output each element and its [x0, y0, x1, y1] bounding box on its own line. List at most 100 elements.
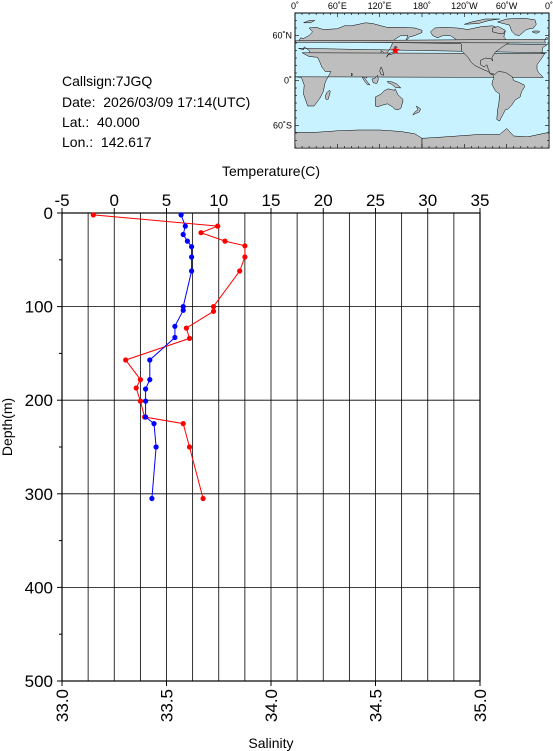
longitude-text: Lon.: 142.617: [62, 134, 152, 150]
temperature-point: [215, 223, 221, 229]
temperature-point: [133, 385, 139, 391]
land-sumatra: [361, 76, 371, 86]
land-svalbard: [303, 20, 315, 24]
salinity-point: [184, 238, 190, 244]
salinity-tick-label: 35.0: [471, 689, 490, 722]
land-madagascar: [325, 89, 331, 100]
land-south-america: [491, 71, 525, 122]
temperature-tick-label: 20: [314, 191, 333, 210]
depth-tick-label: 0: [44, 204, 53, 223]
depth-axis-label: Depth(m): [0, 398, 15, 456]
temperature-tick-label: -5: [54, 191, 69, 210]
temperature-point: [242, 254, 248, 260]
temperature-point: [137, 398, 143, 404]
salinity-point: [180, 307, 186, 313]
land-borneo: [371, 74, 379, 84]
salinity-tick-label: 33.5: [158, 689, 177, 722]
temperature-point: [198, 230, 204, 236]
salinity-point: [151, 421, 157, 427]
world-map: 0˚ 60˚E 120˚E 180˚ 120˚W 60˚W 0˚ 60˚N 0˚ 60˚S: [272, 1, 553, 149]
temperature-point: [222, 238, 228, 244]
temperature-point: [137, 377, 143, 383]
callsign-text: Callsign:7JGQ: [62, 73, 153, 89]
depth-tick-label: 400: [25, 578, 53, 597]
temperature-tick-label: 25: [366, 191, 385, 210]
temperature-point: [180, 421, 186, 427]
map-top-label: 180˚: [413, 1, 431, 11]
land-baffin: [492, 26, 506, 35]
map-side-label: 60˚N: [272, 31, 292, 41]
depth-tick-label: 200: [25, 391, 53, 410]
temperature-line: [93, 214, 246, 499]
map-labels: 0˚ 60˚E 120˚E 180˚ 120˚W 60˚W 0˚ 60˚N 0˚ 60˚S: [272, 1, 553, 131]
land-philippines: [379, 66, 385, 76]
latitude-text: Lat.: 40.000: [62, 114, 140, 130]
salinity-tick-label: 34.5: [367, 689, 386, 722]
land-antarctica: [294, 129, 423, 149]
salinity-point: [180, 304, 186, 310]
salinity-point: [189, 254, 195, 260]
temperature-tick-label: 0: [110, 191, 119, 210]
temperature-point: [90, 212, 96, 218]
salinity-point: [143, 386, 149, 392]
salinity-tick-label: 34.0: [262, 689, 281, 722]
temperature-point: [186, 444, 193, 450]
land-greenland: [496, 18, 537, 36]
map-frame-ticks: [294, 12, 550, 149]
temperature-tick-label: 5: [162, 191, 171, 210]
land-new-zealand: [412, 105, 421, 116]
map-top-label: 0˚: [291, 1, 299, 11]
temperature-point: [123, 357, 129, 363]
temperature-point: [237, 268, 243, 274]
salinity-point: [180, 231, 186, 238]
map-side-label: 0˚: [284, 76, 292, 86]
temperature-tick-label: 35: [471, 191, 490, 210]
salinity-point: [189, 268, 195, 274]
station-marker-star: [391, 46, 400, 55]
temperature-tick-label: 10: [209, 191, 228, 210]
salinity-point: [149, 495, 155, 502]
temperature-point: [183, 325, 189, 331]
land-iceland: [531, 30, 541, 34]
land-sri-lanka: [351, 72, 354, 77]
salinity-point: [178, 212, 184, 218]
land-australia: [375, 88, 404, 111]
salinity-point: [143, 414, 149, 420]
depth-tick-label: 500: [25, 672, 53, 691]
salinity-point: [143, 398, 149, 404]
map-top-label: 0˚: [545, 1, 553, 11]
depth-tick-label: 100: [25, 298, 53, 317]
salinity-point: [147, 377, 153, 383]
temperature-point: [200, 495, 206, 502]
map-land: [294, 18, 550, 149]
map-top-label: 120˚W: [451, 1, 478, 11]
land-new-guinea: [386, 80, 402, 89]
salinity-tick-label: 33.0: [53, 689, 72, 722]
salinity-line: [145, 214, 193, 499]
temperature-tick-label: 30: [418, 191, 437, 210]
salinity-point: [153, 444, 159, 450]
temperature-point: [210, 304, 217, 310]
chart-grid: [61, 212, 481, 682]
land-britain: [294, 36, 548, 44]
salinity-point: [147, 357, 153, 363]
salinity-point: [182, 223, 188, 229]
map-top-label: 60˚W: [496, 1, 518, 11]
map-side-label: 60˚S: [273, 121, 292, 131]
depth-tick-label: 300: [25, 485, 53, 504]
map-top-label: 60˚E: [328, 1, 347, 11]
land-arctic-islands: [464, 18, 500, 25]
salinity-point: [172, 323, 178, 329]
salinity-profile: [143, 212, 195, 502]
salinity-point: [189, 244, 195, 250]
temperature-point: [210, 308, 217, 314]
salinity-axis-label: Salinity: [248, 735, 293, 751]
date-text: Date: 2026/03/09 17:14(UTC): [62, 94, 251, 110]
temperature-axis-label: Temperature(C): [222, 163, 320, 179]
salinity-point: [172, 334, 178, 341]
temperature-point: [186, 335, 193, 341]
temperature-point: [242, 243, 248, 249]
temperature-tick-label: 15: [262, 191, 281, 210]
